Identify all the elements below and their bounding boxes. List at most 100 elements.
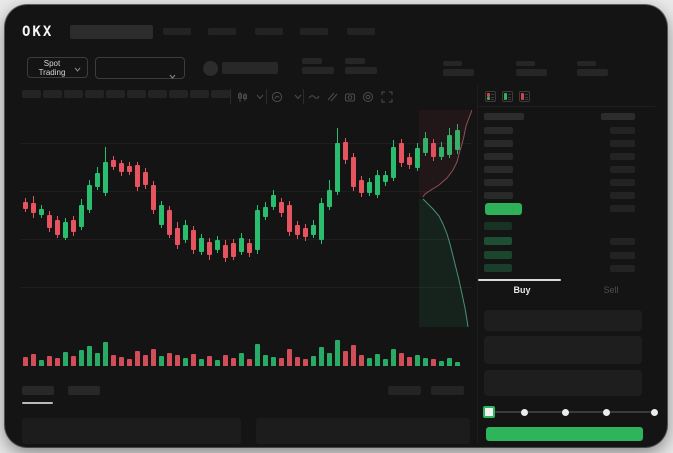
- nav-item-placeholder[interactable]: [208, 28, 236, 35]
- candle: [183, 225, 188, 240]
- candle: [439, 147, 444, 157]
- ticker-stat-placeholder: [345, 58, 365, 64]
- candle: [63, 222, 68, 238]
- indicators-icon[interactable]: [271, 91, 283, 103]
- candle: [79, 205, 84, 227]
- submit-order-button[interactable]: [486, 427, 643, 441]
- ask-row-placeholder: [484, 179, 513, 186]
- chart-type-icon[interactable]: [236, 91, 248, 103]
- orderbook-amount-header-placeholder: [601, 113, 635, 120]
- line-tool-icon[interactable]: [308, 91, 320, 103]
- timeframe-button-placeholder[interactable]: [148, 90, 167, 98]
- volume-bar: [39, 360, 44, 366]
- orderbook-asks-icon[interactable]: [519, 91, 530, 102]
- volume-bar: [199, 359, 204, 366]
- slider-stop-dot[interactable]: [561, 408, 569, 416]
- indicators-dropdown-icon[interactable]: [294, 94, 306, 106]
- candle: [39, 209, 44, 215]
- timeframe-button-placeholder[interactable]: [190, 90, 209, 98]
- fullscreen-icon[interactable]: [381, 91, 393, 103]
- timeframe-button-placeholder[interactable]: [127, 90, 146, 98]
- bottom-tab-placeholder[interactable]: [22, 386, 54, 395]
- interval-dropdown-icon[interactable]: [256, 94, 268, 106]
- snapshot-icon[interactable]: [344, 91, 356, 103]
- bottom-action-placeholder[interactable]: [431, 386, 464, 395]
- volume-bar: [431, 359, 436, 366]
- market-stat-placeholder: [516, 69, 547, 76]
- volume-bar: [127, 359, 132, 366]
- toolbar-divider: [230, 89, 231, 104]
- candle: [263, 207, 268, 217]
- volume-bar: [119, 357, 124, 366]
- timeframe-button-placeholder[interactable]: [43, 90, 62, 98]
- volume-bar: [207, 356, 212, 366]
- volume-bar: [303, 359, 308, 366]
- candle: [343, 142, 348, 160]
- volume-bar: [375, 354, 380, 366]
- timeframe-button-placeholder[interactable]: [64, 90, 83, 98]
- order-price-field[interactable]: [484, 310, 642, 331]
- tab-sell[interactable]: Sell: [603, 285, 619, 295]
- orderbook-price-header-placeholder: [484, 113, 524, 120]
- nav-item-placeholder[interactable]: [255, 28, 283, 35]
- candle: [87, 185, 92, 210]
- candle: [215, 240, 220, 250]
- volume-bar: [143, 355, 148, 366]
- slider-stop-dot[interactable]: [602, 408, 610, 416]
- volume-bar: [183, 358, 188, 366]
- candle: [351, 157, 356, 187]
- candle: [271, 195, 276, 207]
- candle: [207, 242, 212, 255]
- candle: [231, 243, 236, 257]
- last-price-amount-placeholder: [610, 205, 635, 212]
- volume-bar: [255, 344, 260, 366]
- candle: [335, 143, 340, 192]
- orderbook-bids-icon[interactable]: [502, 91, 513, 102]
- slider-stop-dot[interactable]: [650, 408, 658, 416]
- volume-bar: [79, 350, 84, 366]
- bid-row-placeholder: [484, 251, 512, 259]
- timeframe-button-placeholder[interactable]: [106, 90, 125, 98]
- volume-bar: [239, 353, 244, 366]
- toolbar-divider: [266, 89, 267, 104]
- market-stat-placeholder: [516, 61, 535, 66]
- nav-item-placeholder[interactable]: [347, 28, 375, 35]
- compare-icon[interactable]: [326, 91, 338, 103]
- volume-bar: [55, 358, 60, 366]
- candle: [311, 225, 316, 235]
- orderbook-toolbar-divider: [478, 106, 655, 107]
- timeframe-button-placeholder[interactable]: [22, 90, 41, 98]
- volume-bar: [351, 345, 356, 366]
- amount-slider-track[interactable]: [489, 411, 654, 413]
- candle: [23, 202, 28, 209]
- chart-settings-icon[interactable]: [362, 91, 374, 103]
- bid-row-amount-placeholder: [610, 252, 635, 259]
- ask-row-amount-placeholder: [610, 179, 635, 186]
- market-stat-placeholder: [443, 61, 462, 66]
- volume-bar: [111, 355, 116, 366]
- order-total-field[interactable]: [484, 370, 642, 396]
- market-stat-placeholder: [443, 69, 474, 76]
- ask-row-amount-placeholder: [610, 192, 635, 199]
- order-amount-field[interactable]: [484, 336, 642, 364]
- orderbook-combined-icon[interactable]: [485, 91, 496, 102]
- candle: [47, 215, 52, 228]
- volume-bar: [287, 349, 292, 366]
- market-type-dropdown[interactable]: Spot Trading: [27, 57, 88, 78]
- timeframe-button-placeholder[interactable]: [211, 90, 230, 98]
- timeframe-button-placeholder[interactable]: [85, 90, 104, 98]
- slider-handle[interactable]: [483, 406, 495, 418]
- tab-buy[interactable]: Buy: [513, 285, 531, 295]
- pair-selector-dropdown[interactable]: [95, 57, 185, 79]
- candlestick-chart[interactable]: [20, 110, 472, 330]
- toolbar-divider: [303, 89, 304, 104]
- nav-item-placeholder[interactable]: [163, 28, 191, 35]
- volume-bar: [31, 354, 36, 366]
- candle: [319, 203, 324, 240]
- timeframe-button-placeholder[interactable]: [169, 90, 188, 98]
- bottom-action-placeholder[interactable]: [388, 386, 421, 395]
- bottom-tab-placeholder[interactable]: [68, 386, 100, 395]
- slider-stop-dot[interactable]: [520, 408, 528, 416]
- nav-item-placeholder[interactable]: [300, 28, 328, 35]
